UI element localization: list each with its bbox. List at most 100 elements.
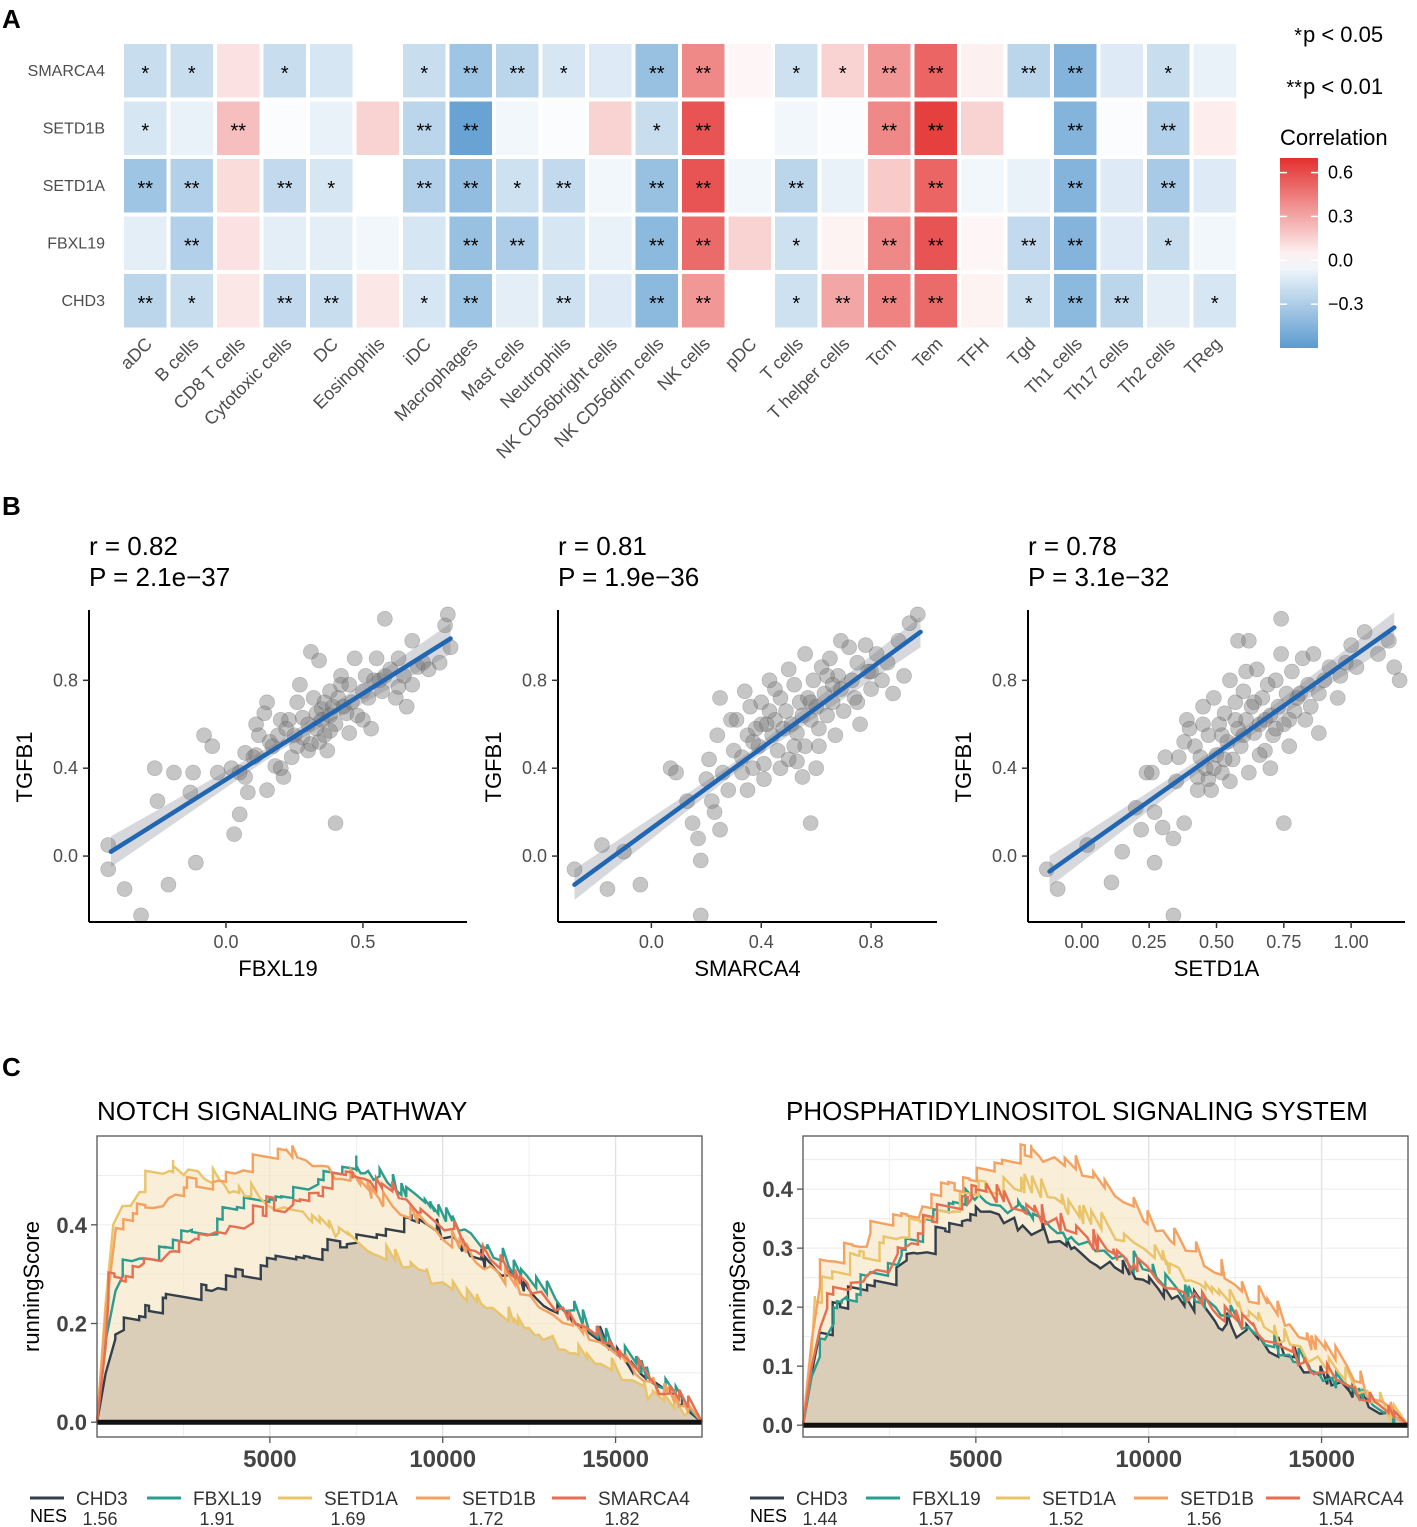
legend-name: FBXL19: [193, 1489, 262, 1510]
data-point: [723, 712, 739, 728]
heatmap-cell: [868, 216, 911, 270]
plot-title: PHOSPHATIDYLINOSITOL SIGNALING SYSTEM: [786, 1096, 1368, 1126]
colorbar-label: 0.0: [1328, 250, 1353, 270]
heatmap-cell: [542, 44, 585, 98]
data-point: [1144, 764, 1160, 781]
scatter-plot-fbxl19: r = 0.82P = 2.1e−37 0.0 0.5 0.0 0.4 0.8 FBXL19…: [12, 531, 467, 981]
significance-mark: *: [792, 63, 800, 85]
data-point: [767, 681, 783, 697]
heatmap-cell: [124, 216, 167, 270]
significance-mark: **: [928, 63, 944, 85]
heatmap-cell: [496, 216, 539, 270]
x-axis-title: FBXL19: [238, 956, 318, 981]
significance-mark: **: [881, 63, 897, 85]
running-score-line: [801, 1173, 1409, 1426]
heatmap-cell: [821, 159, 864, 213]
heatmap-cell: [170, 159, 213, 213]
heatmap-cell: [728, 216, 771, 270]
data-point: [166, 764, 182, 781]
data-point: [196, 727, 212, 744]
data-point: [1154, 819, 1171, 836]
correlation-p: P = 2.1e−37: [89, 562, 230, 592]
data-point: [693, 852, 709, 869]
data-point: [1241, 632, 1257, 649]
data-point: [786, 738, 802, 755]
data-point: [1262, 760, 1279, 776]
significance-mark: **: [463, 293, 479, 315]
data-point: [841, 639, 857, 656]
data-point: [1187, 738, 1203, 755]
heatmap-cell: [1100, 274, 1143, 328]
data-point: [745, 760, 761, 776]
heatmap-cell: [403, 274, 446, 328]
heatmap-cell: [1100, 44, 1143, 98]
significance-mark: *: [560, 63, 568, 85]
heatmap-cell: [1054, 216, 1097, 270]
y-tick-label: 0.1: [762, 1354, 793, 1379]
heatmap-cell: [542, 101, 585, 155]
correlation-r: r = 0.81: [558, 531, 647, 561]
heatmap-cell: [821, 274, 864, 328]
data-point: [684, 815, 701, 831]
data-point: [333, 676, 349, 693]
data-point: [1216, 705, 1233, 722]
data-point: [270, 727, 286, 744]
heatmap-cell: [263, 101, 306, 155]
data-point: [303, 643, 319, 660]
data-point: [1176, 734, 1192, 750]
data-point: [349, 707, 366, 724]
data-point: [756, 756, 772, 772]
significance-mark: **: [1114, 293, 1130, 315]
heatmap-cell: [449, 274, 492, 328]
data-point: [100, 861, 116, 878]
data-point: [709, 727, 726, 744]
significance-mark: *: [327, 178, 335, 200]
data-point: [772, 760, 789, 776]
data-point: [720, 782, 737, 798]
data-point: [874, 672, 890, 689]
data-point: [632, 876, 649, 893]
data-point: [292, 676, 308, 693]
data-point: [1356, 624, 1373, 640]
data-point: [852, 716, 868, 733]
data-point: [1189, 769, 1206, 785]
heatmap-cell: [868, 101, 911, 155]
data-point: [811, 738, 827, 755]
data-point: [226, 826, 242, 842]
heatmap-cell: [1054, 274, 1097, 328]
significance-mark: **: [230, 120, 246, 142]
heatmap-cell: [961, 216, 1004, 270]
data-point: [786, 676, 802, 693]
x-tick-label: 0.00: [1064, 932, 1099, 952]
data-point: [160, 876, 177, 893]
heatmap-cell: [1007, 101, 1050, 155]
running-score-line: [801, 1142, 1409, 1427]
heatmap-cell: [728, 159, 771, 213]
data-point: [819, 707, 835, 724]
data-point: [706, 804, 723, 820]
data-point: [1235, 683, 1252, 700]
x-tick-label: 5000: [949, 1446, 1002, 1473]
heatmap-cell: [1054, 101, 1097, 155]
heatmap-cell: [310, 216, 353, 270]
regression-line: [1047, 625, 1397, 874]
significance-mark: **: [1160, 120, 1176, 142]
column-label: TReg: [1180, 334, 1225, 379]
heatmap-cell: [542, 159, 585, 213]
significance-mark: **: [509, 63, 525, 85]
data-point: [1386, 659, 1403, 675]
heatmap-cell: [170, 274, 213, 328]
data-point: [901, 615, 918, 631]
significance-mark: **: [1021, 235, 1037, 257]
data-point: [146, 760, 163, 776]
data-point: [1246, 694, 1262, 711]
data-point: [188, 854, 204, 871]
data-point: [802, 815, 819, 831]
y-tick-label: 0.4: [522, 758, 547, 778]
data-point: [1224, 751, 1241, 768]
heatmap-cell: [449, 44, 492, 98]
data-point: [1294, 650, 1311, 667]
column-label: Tem: [908, 334, 946, 372]
data-point: [778, 703, 794, 719]
